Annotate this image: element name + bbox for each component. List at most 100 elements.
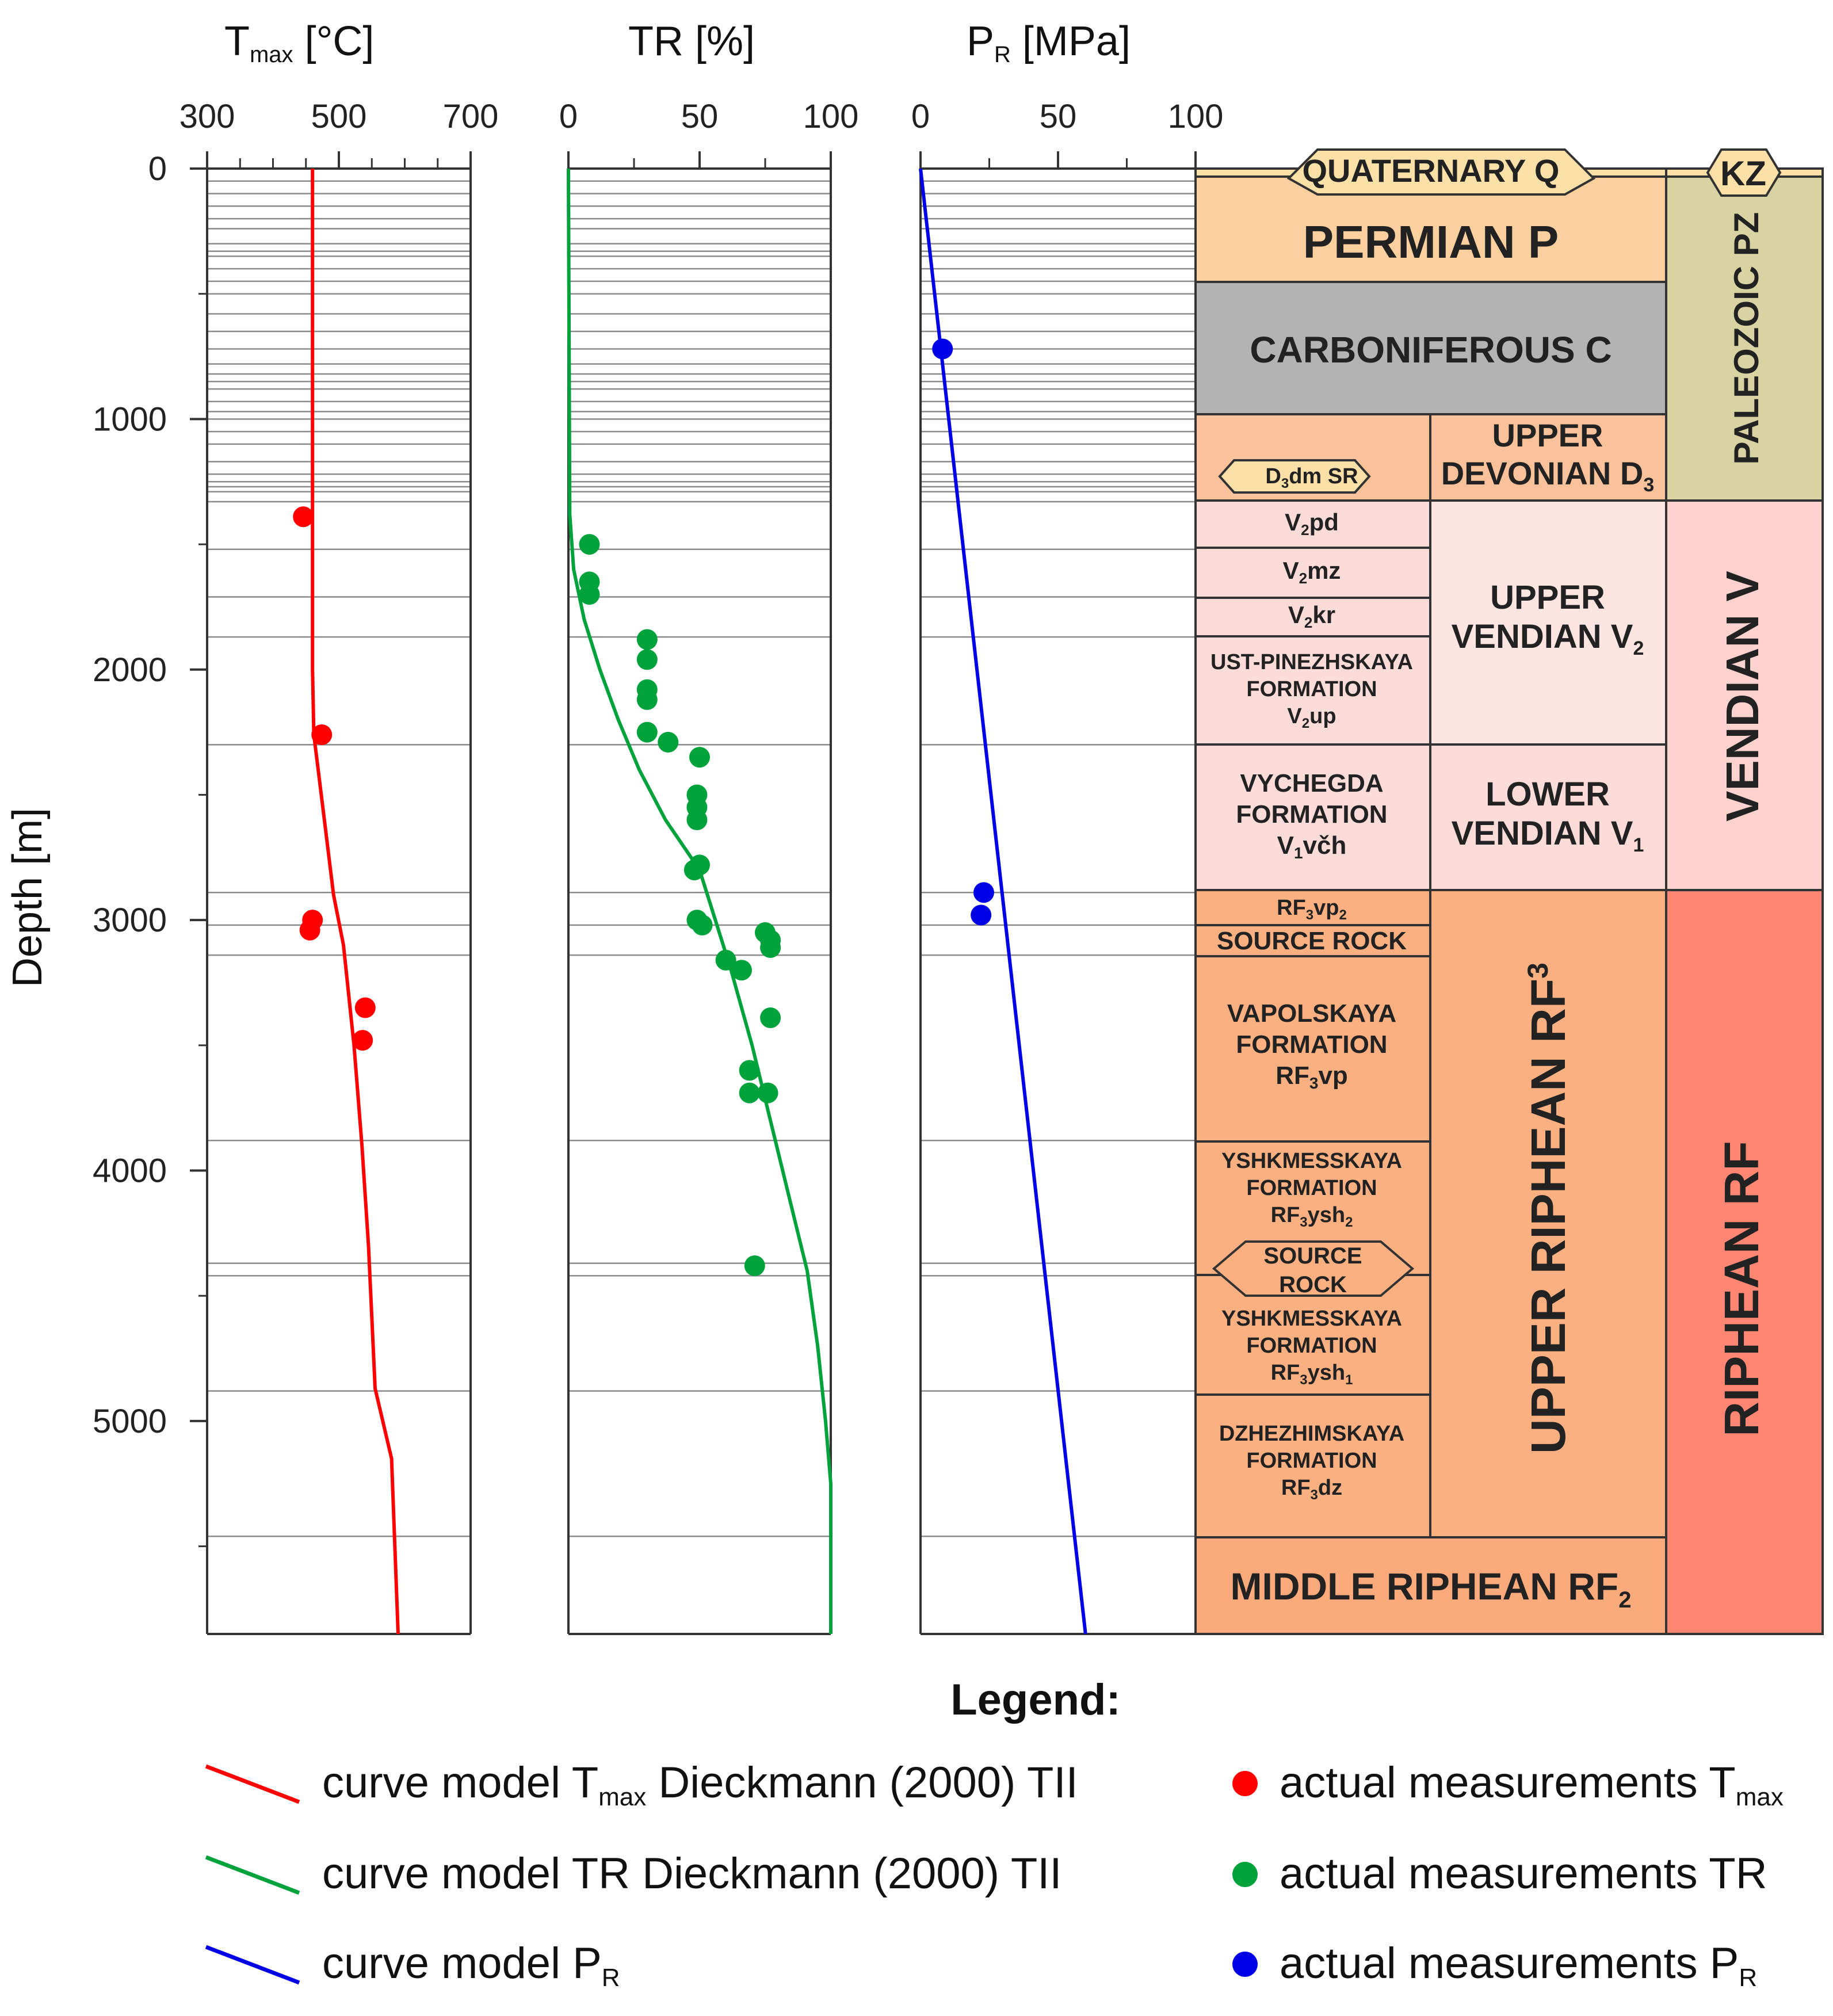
label-vapolskaya-1: VAPOLSKAYA (1227, 999, 1396, 1028)
measurement-point-tr (744, 1255, 765, 1276)
source-rock-2-badge (1212, 1240, 1415, 1297)
legend-label-curve-pr: curve model PR (322, 1939, 620, 1992)
panel-title-pr: PR [MPa] (967, 18, 1131, 67)
measurement-point-tr (731, 960, 752, 981)
y-tick-label: 2000 (93, 651, 167, 689)
stratigraphy-labels: QUATERNARY Q KZ PERMIAN P CARBONIFEROUS … (1210, 152, 1769, 1613)
label-v2pd: V2pd (1285, 509, 1339, 539)
y-tick-label: 5000 (93, 1403, 167, 1440)
y-tick-label: 0 (148, 150, 167, 188)
label-yshk1-2: FORMATION (1246, 1334, 1377, 1358)
label-ust-1: UST-PINEZHSKAYA (1210, 650, 1413, 674)
measurement-point-pr (932, 338, 953, 360)
label-yshk1-3: RF3ysh1 (1271, 1361, 1353, 1388)
x-tick-label: 50 (1040, 98, 1077, 135)
label-middle-riphean: MIDDLE RIPHEAN RF2 (1231, 1565, 1632, 1613)
measurement-point-tr (683, 860, 705, 881)
label-source-rock-2-2: ROCK (1279, 1272, 1347, 1297)
label-upper-vendian-1: UPPER (1490, 579, 1605, 616)
x-tick-label: 300 (180, 98, 235, 135)
y-tick-label: 4000 (93, 1152, 167, 1190)
dzhezhimskaya-cell (1194, 1393, 1431, 1538)
label-lower-vendian-2: VENDIAN V1 (1452, 815, 1644, 856)
measurement-point-tr (689, 747, 710, 768)
label-v2mz: V2mz (1283, 557, 1341, 587)
x-tick-label: 100 (803, 98, 859, 135)
middle-riphean-cell (1194, 1536, 1667, 1635)
rf3vp2-cell (1194, 889, 1431, 926)
label-source-rock-2-1: SOURCE (1263, 1243, 1362, 1269)
measurement-point-tr (686, 810, 708, 830)
upper-vendian-cell (1429, 499, 1667, 746)
upper-riphean-cell (1429, 889, 1667, 1538)
v2pd-cell (1194, 499, 1431, 549)
label-paleozoic: PALEOZOIC PZ (1727, 212, 1766, 465)
label-yshk2-1: YSHKMESSKAYA (1221, 1149, 1402, 1173)
x-tick-label: 700 (443, 98, 499, 135)
x-tick-label: 0 (559, 98, 578, 135)
label-vychegda-2: FORMATION (1236, 800, 1387, 828)
legend-label-meas-pr: actual measurements PR (1280, 1939, 1757, 1992)
measurement-point-tr (760, 937, 781, 959)
measurement-point-tr (658, 732, 679, 753)
riphean-cell (1665, 889, 1824, 1635)
label-d3dm-sr: D3dm SR (1265, 464, 1358, 491)
label-kz: KZ (1720, 154, 1766, 193)
label-vapolskaya-3: RF3vp (1276, 1062, 1348, 1092)
label-quaternary: QUATERNARY Q (1303, 152, 1560, 189)
stratigraphic-column (1194, 148, 1824, 1635)
panel-title-tmax: Tmax [°C] (224, 18, 374, 67)
legend-line-tr (205, 1855, 300, 1895)
measurement-point-tr (760, 1007, 781, 1028)
y-tick-label: 3000 (93, 902, 167, 939)
measurement-point-tr (636, 649, 658, 670)
v2kr-cell (1194, 597, 1431, 637)
measurement-point-tmax (352, 1030, 373, 1051)
legend-dot-tmax (1232, 1771, 1258, 1796)
measurement-point-pr (973, 882, 994, 903)
measurement-point-tr (692, 914, 713, 936)
x-tick-label: 100 (1168, 98, 1224, 135)
measurement-point-tr (636, 629, 658, 650)
label-vendian: VENDIAN V (1717, 571, 1768, 822)
legend-label-meas-tr: actual measurements TR (1280, 1849, 1767, 1898)
label-ust-3: V2up (1287, 704, 1336, 731)
measurement-point-tmax (293, 506, 314, 528)
label-riphean: RIPHEAN RF (1714, 1141, 1769, 1436)
measurement-point-tr (739, 1060, 760, 1081)
label-yshk2-2: FORMATION (1246, 1176, 1377, 1200)
legend-line-tmax (205, 1764, 300, 1804)
quaternary-badge (1286, 148, 1596, 196)
measurement-point-tr (739, 1082, 760, 1104)
label-vychegda-3: V1včh (1277, 831, 1347, 862)
label-upper-devonian-1: UPPER (1492, 417, 1603, 453)
panel-tr: 0 50 100 (559, 98, 859, 1635)
measurement-point-tmax (299, 919, 320, 941)
x-tick-label: 50 (681, 98, 719, 135)
vendian-cell (1665, 499, 1824, 891)
label-lower-vendian-1: LOWER (1486, 776, 1610, 813)
label-permian: PERMIAN P (1303, 216, 1559, 268)
y-tick-label: 1000 (93, 400, 167, 438)
panel-tmax: 300 500 700 (180, 98, 499, 1635)
label-rf3vp2: RF3vp2 (1277, 896, 1347, 923)
panel-background (568, 169, 831, 1634)
legend: Legend: curve model Tmax Dieckmann (2000… (205, 1675, 1784, 1992)
label-dzhez-1: DZHEZHIMSKAYA (1219, 1422, 1404, 1446)
lower-vendian-cell (1429, 743, 1667, 891)
label-dzhez-3: RF3dz (1281, 1476, 1342, 1503)
label-vychegda-1: VYCHEGDA (1240, 769, 1383, 797)
measurement-point-tr (757, 1082, 778, 1104)
legend-label-curve-tr: curve model TR Dieckmann (2000) TII (322, 1849, 1061, 1898)
legend-dot-pr (1232, 1952, 1258, 1977)
label-source-rock-1: SOURCE ROCK (1217, 927, 1407, 955)
label-v2kr: V2kr (1288, 601, 1335, 631)
carboniferous-cell (1194, 281, 1667, 415)
measurement-point-tmax (354, 997, 376, 1018)
measurement-point-tr (579, 584, 600, 605)
legend-line-pr (205, 1945, 300, 1985)
model-curve-pr (919, 168, 1087, 1635)
d3dm-badge (1218, 459, 1371, 494)
measurement-point-tr (579, 534, 600, 555)
